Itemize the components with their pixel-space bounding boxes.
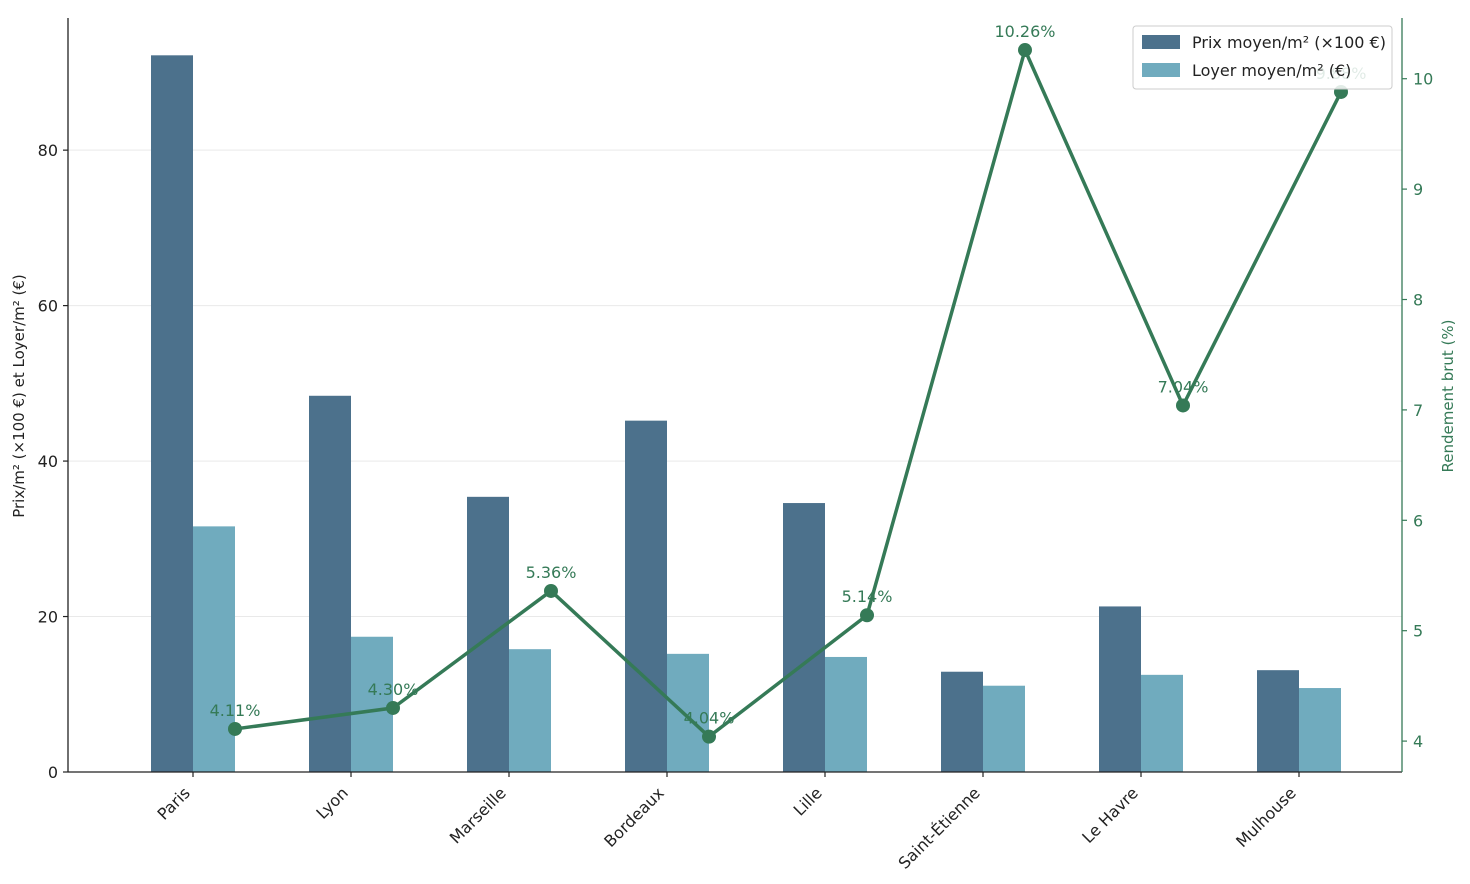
left-axis-label: Prix/m² (×100 €) et Loyer/m² (€) <box>10 274 28 518</box>
legend-box <box>1132 25 1393 90</box>
y-tick-label: 40 <box>38 452 58 471</box>
yield-data-label: 5.36% <box>526 563 577 582</box>
yield-data-label: 4.11% <box>210 701 261 720</box>
yield-data-label: 10.26% <box>994 22 1055 41</box>
bar-series <box>151 55 1341 772</box>
y2-tick-label: 5 <box>1413 622 1423 641</box>
bar-loyer <box>509 649 551 772</box>
legend-swatch <box>1142 35 1180 49</box>
yield-line <box>234 48 1343 739</box>
y2-tick-label: 7 <box>1413 401 1423 420</box>
right-axis-ticks: 4 5 6 7 8 9 10 <box>1402 70 1433 751</box>
x-tick-label: Mulhouse <box>1232 783 1300 851</box>
yield-point <box>1018 43 1032 58</box>
bar-prix <box>309 395 351 772</box>
x-tick-label: Le Havre <box>1078 783 1142 847</box>
yield-point <box>1176 398 1190 413</box>
yield-point <box>544 583 558 598</box>
bar-loyer <box>351 636 393 772</box>
bar-loyer <box>1299 688 1341 772</box>
right-axis-label: Rendement brut (%) <box>1439 319 1457 472</box>
yield-point <box>386 700 400 715</box>
bar-loyer <box>667 653 709 772</box>
bar-prix <box>467 496 509 772</box>
y-tick-label: 0 <box>48 763 58 782</box>
x-tick-label: Lyon <box>312 783 351 822</box>
y2-tick-label: 8 <box>1413 291 1423 310</box>
yield-data-label: 5.14% <box>842 587 893 606</box>
y2-tick-label: 9 <box>1413 180 1423 199</box>
legend: Prix moyen/m² (×100 €) Loyer moyen/m² (€) <box>1132 25 1393 90</box>
bar-prix <box>625 420 667 772</box>
axes <box>67 18 1403 773</box>
yield-point <box>860 608 874 623</box>
bar-prix <box>1099 606 1141 772</box>
x-tick-label: Paris <box>153 783 193 823</box>
x-tick-label: Bordeaux <box>600 783 668 851</box>
x-tick-label: Marseille <box>446 783 510 847</box>
y-tick-label: 80 <box>38 141 58 160</box>
bar-prix <box>1257 670 1299 772</box>
x-axis-ticks: Paris Lyon Marseille Bordeaux Lille Saint-Éti… <box>153 772 1300 873</box>
legend-label: Loyer moyen/m² (€) <box>1192 61 1351 80</box>
legend-swatch <box>1142 63 1180 77</box>
yield-data-label: 7.04% <box>1158 377 1209 396</box>
yield-point <box>228 721 242 736</box>
y2-tick-label: 10 <box>1413 70 1433 89</box>
bar-loyer <box>193 526 235 772</box>
x-tick-label: Lille <box>790 783 826 819</box>
bar-prix <box>941 671 983 772</box>
yield-point <box>702 729 716 744</box>
bar-prix <box>783 503 825 772</box>
bar-loyer <box>1141 674 1183 772</box>
bar-loyer <box>983 685 1025 772</box>
yield-data-label: 4.04% <box>684 709 735 728</box>
y2-tick-label: 4 <box>1413 732 1423 751</box>
legend-label: Prix moyen/m² (×100 €) <box>1192 33 1386 52</box>
bar-prix <box>151 55 193 772</box>
bar-loyer <box>825 656 867 772</box>
grid-lines <box>68 149 1402 618</box>
yield-data-label: 4.30% <box>368 680 419 699</box>
left-axis-ticks: 0 20 40 60 80 <box>38 141 68 782</box>
x-tick-label: Saint-Étienne <box>894 783 983 872</box>
y2-tick-label: 6 <box>1413 511 1423 530</box>
y-tick-label: 20 <box>38 608 58 627</box>
y-tick-label: 60 <box>38 297 58 316</box>
